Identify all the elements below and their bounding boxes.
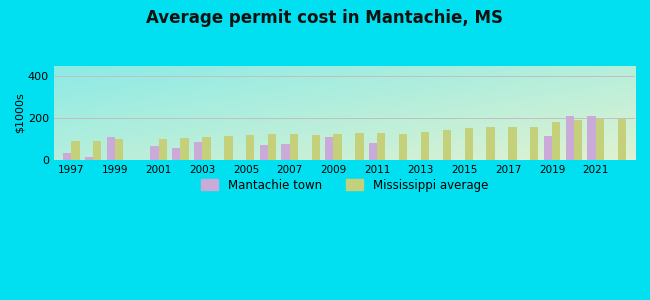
- Bar: [194, 142, 202, 160]
- Bar: [508, 127, 517, 160]
- Bar: [588, 116, 595, 160]
- Legend: Mantachie town, Mississippi average: Mantachie town, Mississippi average: [196, 174, 493, 196]
- Bar: [356, 133, 363, 160]
- Bar: [93, 141, 101, 160]
- Bar: [421, 132, 429, 160]
- Bar: [172, 148, 181, 160]
- Bar: [268, 134, 276, 160]
- Bar: [224, 136, 233, 160]
- Bar: [543, 136, 552, 160]
- Bar: [399, 134, 408, 160]
- Bar: [443, 130, 451, 160]
- Bar: [465, 128, 473, 160]
- Bar: [574, 120, 582, 160]
- Bar: [595, 119, 604, 160]
- Y-axis label: $1000s: $1000s: [15, 93, 25, 134]
- Bar: [72, 141, 79, 160]
- Bar: [246, 135, 254, 160]
- Bar: [281, 144, 290, 160]
- Bar: [84, 158, 93, 160]
- Bar: [259, 145, 268, 160]
- Bar: [618, 119, 626, 160]
- Bar: [333, 134, 342, 160]
- Bar: [369, 143, 377, 160]
- Bar: [107, 137, 115, 160]
- Bar: [311, 135, 320, 160]
- Bar: [325, 137, 333, 160]
- Bar: [552, 122, 560, 160]
- Bar: [530, 127, 538, 160]
- Bar: [159, 139, 167, 160]
- Bar: [486, 127, 495, 160]
- Bar: [181, 138, 188, 160]
- Bar: [202, 137, 211, 160]
- Bar: [290, 134, 298, 160]
- Bar: [115, 139, 124, 160]
- Bar: [150, 146, 159, 160]
- Bar: [377, 133, 385, 160]
- Bar: [566, 116, 574, 160]
- Text: Average permit cost in Mantachie, MS: Average permit cost in Mantachie, MS: [146, 9, 504, 27]
- Bar: [63, 153, 72, 160]
